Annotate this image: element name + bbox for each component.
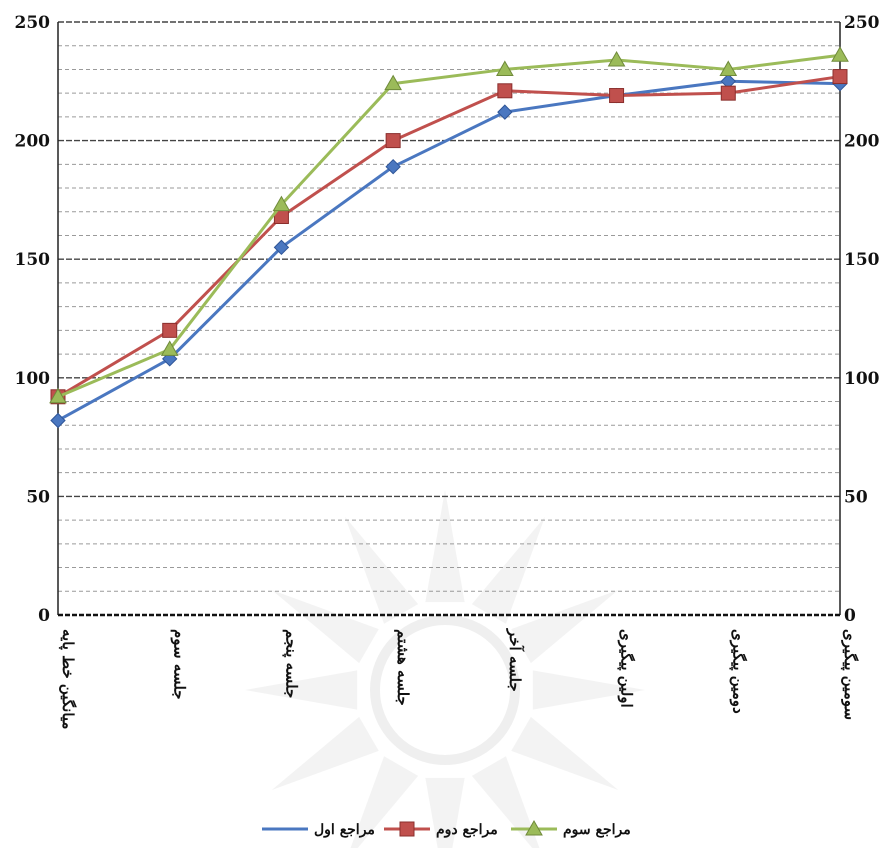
watermark-petal (245, 670, 358, 710)
y-tick-label-left: 0 (38, 606, 50, 626)
watermark-petal (271, 590, 379, 664)
data-point-series-3 (384, 74, 403, 91)
watermark-petal (511, 716, 619, 790)
series-line-3 (57, 53, 841, 399)
legend-entry-label: مراجع سوم (563, 822, 631, 838)
series-lines (49, 46, 849, 429)
x-category-label: جلسه آخر (506, 628, 525, 692)
watermark-emblem (245, 490, 645, 852)
watermark-petal (425, 777, 465, 852)
data-point-series-3 (831, 46, 849, 62)
watermark-ring (370, 615, 520, 765)
data-point-series-3 (160, 340, 179, 356)
data-point-series-3 (607, 50, 626, 67)
legend: مراجع اول مراجع دوم مراجع سوم (262, 819, 631, 838)
series-line-1 (57, 79, 841, 422)
data-point-series-1 (497, 104, 513, 120)
y-tick-label-left: 150 (15, 250, 51, 270)
axis-labels: 0 0 50 50 100 100 150 150 200 200 250 250 میانگین خط… (15, 13, 880, 729)
data-point-series-3 (272, 195, 291, 212)
x-category-label: جلسه هشتم (394, 629, 412, 706)
data-point-series-1 (273, 239, 290, 256)
y-tick-label-right: 50 (844, 487, 868, 507)
grid-lines (58, 21, 840, 592)
x-category-label: سومین پیگیری (840, 629, 859, 720)
legend-entry-label: مراجع دوم (436, 822, 498, 838)
x-category-label: جلسه پنجم (281, 629, 300, 698)
watermark-petal (471, 516, 545, 624)
data-point-series-2 (497, 83, 513, 99)
watermark-petal (271, 716, 379, 790)
data-point-series-2 (720, 85, 736, 101)
x-category-label: دومین پیگیری (728, 629, 747, 714)
y-tick-label-left: 200 (15, 132, 51, 152)
data-point-series-2 (385, 133, 401, 149)
data-point-series-3 (495, 60, 514, 76)
data-point-series-2 (162, 322, 178, 338)
data-point-series-1 (385, 158, 401, 175)
watermark-petal (532, 670, 645, 710)
y-tick-label-left: 100 (15, 369, 51, 389)
watermark-petal (345, 516, 419, 624)
data-point-series-1 (50, 412, 66, 429)
x-category-label: اولین پیگیری (617, 629, 636, 708)
y-tick-label-right: 0 (844, 606, 856, 626)
watermark-petal (511, 590, 619, 664)
legend-swatch-marker (525, 819, 543, 836)
x-category-label: جلسه سوم (171, 629, 189, 700)
legend-swatch-marker (399, 821, 415, 837)
watermark-petal (349, 756, 419, 852)
data-point-series-3 (49, 387, 67, 404)
data-point-series-2 (832, 69, 848, 85)
y-tick-label-left: 250 (15, 13, 51, 33)
y-tick-label-right: 200 (844, 132, 880, 152)
legend-entry-label: مراجع اول (314, 822, 375, 838)
data-point-series-3 (719, 60, 738, 76)
series-line-2 (57, 75, 841, 399)
watermark-petal (425, 490, 465, 603)
y-tick-label-right: 250 (844, 13, 880, 33)
y-tick-label-right: 150 (844, 250, 880, 270)
y-tick-label-right: 100 (844, 369, 880, 389)
data-point-series-2 (609, 88, 625, 104)
y-tick-label-left: 50 (26, 487, 50, 507)
axes (57, 22, 841, 617)
x-category-label: میانگین خط پایه (58, 629, 77, 729)
